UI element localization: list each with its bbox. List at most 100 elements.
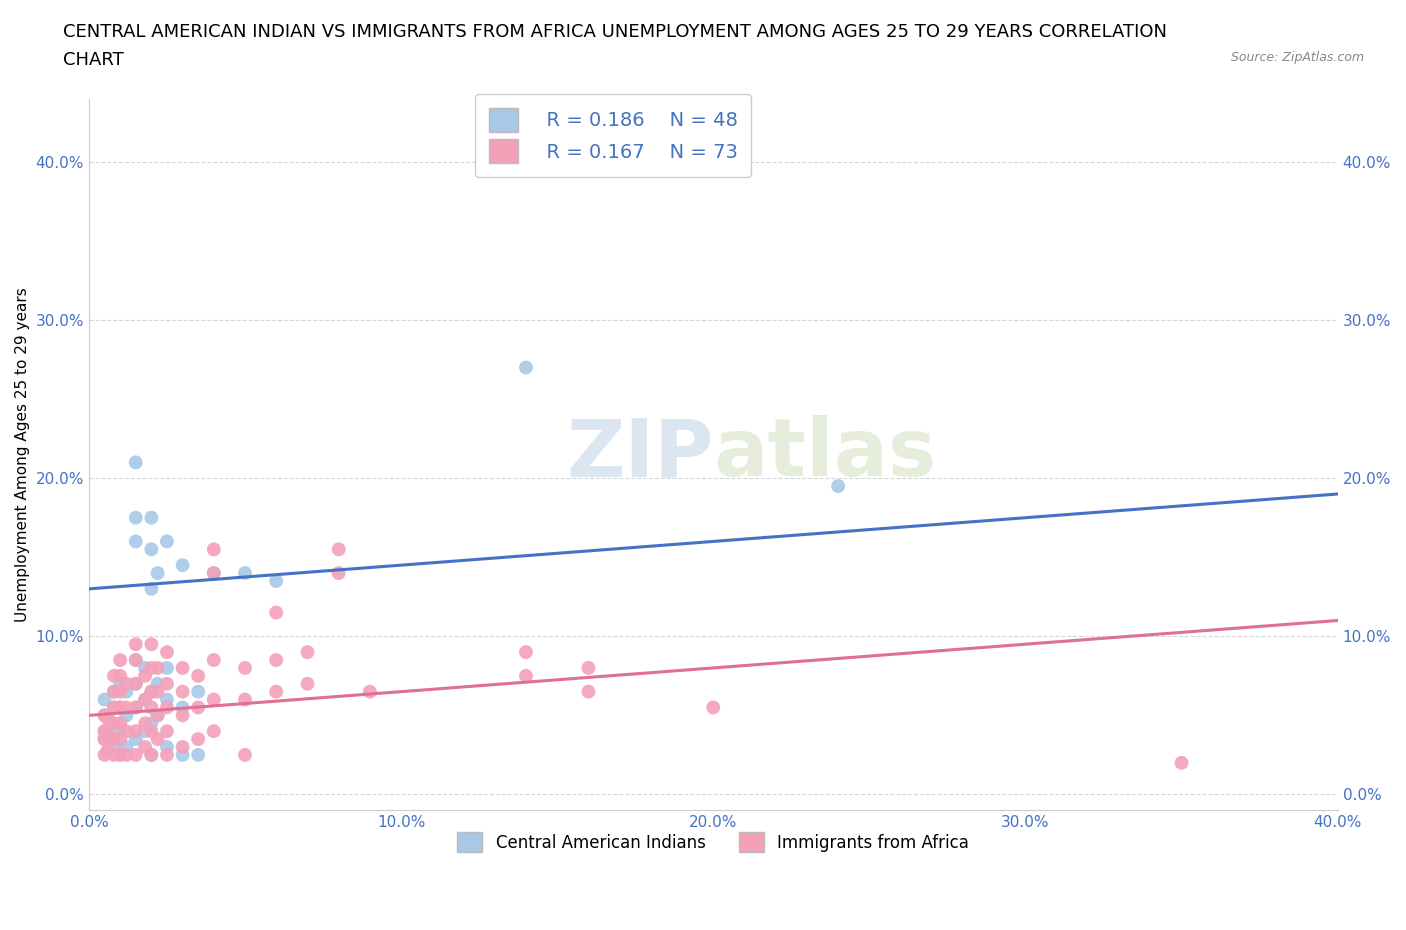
Point [103, 700, 125, 715]
Point [141, 684, 163, 699]
Point [93, 692, 115, 707]
Point [202, 653, 225, 668]
Point [125, 700, 148, 715]
Point [115, 684, 138, 699]
Point [134, 692, 156, 707]
Point [125, 534, 148, 549]
Point [202, 565, 225, 580]
Point [93, 724, 115, 738]
Point [108, 669, 131, 684]
Point [202, 724, 225, 738]
Point [515, 644, 537, 659]
Point [115, 739, 138, 754]
Point [115, 724, 138, 738]
Point [328, 542, 350, 557]
Point [97, 743, 120, 758]
Point [125, 724, 148, 738]
Point [156, 676, 179, 691]
Point [156, 700, 179, 715]
Point [141, 542, 163, 557]
Point [328, 565, 350, 580]
Point [125, 455, 148, 470]
Point [97, 727, 120, 742]
Point [108, 716, 131, 731]
Point [134, 692, 156, 707]
Point [172, 748, 194, 763]
Point [103, 669, 125, 684]
Point [146, 708, 169, 723]
Point [103, 716, 125, 731]
Point [141, 748, 163, 763]
Point [125, 511, 148, 525]
Point [108, 700, 131, 715]
Point [141, 637, 163, 652]
Point [264, 605, 287, 620]
Point [134, 716, 156, 731]
Point [141, 581, 163, 596]
Point [515, 360, 537, 375]
Point [141, 724, 163, 738]
Point [108, 653, 131, 668]
Point [93, 708, 115, 723]
Point [125, 676, 148, 691]
Point [187, 669, 209, 684]
Text: CENTRAL AMERICAN INDIAN VS IMMIGRANTS FROM AFRICA UNEMPLOYMENT AMONG AGES 25 TO : CENTRAL AMERICAN INDIAN VS IMMIGRANTS FR… [63, 23, 1167, 41]
Text: CHART: CHART [63, 51, 124, 69]
Point [108, 732, 131, 747]
Point [141, 748, 163, 763]
Point [115, 676, 138, 691]
Point [202, 542, 225, 557]
Point [125, 676, 148, 691]
Point [1170, 755, 1192, 770]
Point [146, 565, 169, 580]
Point [187, 748, 209, 763]
Point [576, 660, 599, 675]
Point [141, 684, 163, 699]
Point [233, 692, 256, 707]
Point [93, 732, 115, 747]
Point [108, 676, 131, 691]
Point [115, 708, 138, 723]
Point [233, 660, 256, 675]
Point [134, 724, 156, 738]
Point [108, 748, 131, 763]
Point [172, 708, 194, 723]
Point [156, 748, 179, 763]
Point [187, 684, 209, 699]
Point [134, 739, 156, 754]
Point [576, 684, 599, 699]
Legend: Central American Indians, Immigrants from Africa: Central American Indians, Immigrants fro… [451, 825, 976, 858]
Point [156, 644, 179, 659]
Point [103, 700, 125, 715]
Point [108, 684, 131, 699]
Point [702, 700, 724, 715]
Point [108, 724, 131, 738]
Point [103, 739, 125, 754]
Point [93, 732, 115, 747]
Point [141, 660, 163, 675]
Point [156, 692, 179, 707]
Point [103, 748, 125, 763]
Point [297, 676, 319, 691]
Point [264, 653, 287, 668]
Point [359, 684, 381, 699]
Point [93, 708, 115, 723]
Point [108, 700, 131, 715]
Point [156, 660, 179, 675]
Point [93, 748, 115, 763]
Point [125, 637, 148, 652]
Point [115, 700, 138, 715]
Point [146, 684, 169, 699]
Point [115, 748, 138, 763]
Point [172, 684, 194, 699]
Point [141, 716, 163, 731]
Point [97, 711, 120, 726]
Point [233, 748, 256, 763]
Point [515, 669, 537, 684]
Point [103, 684, 125, 699]
Point [125, 653, 148, 668]
Point [156, 724, 179, 738]
Point [125, 700, 148, 715]
Point [202, 692, 225, 707]
Text: ZIP: ZIP [567, 416, 713, 494]
